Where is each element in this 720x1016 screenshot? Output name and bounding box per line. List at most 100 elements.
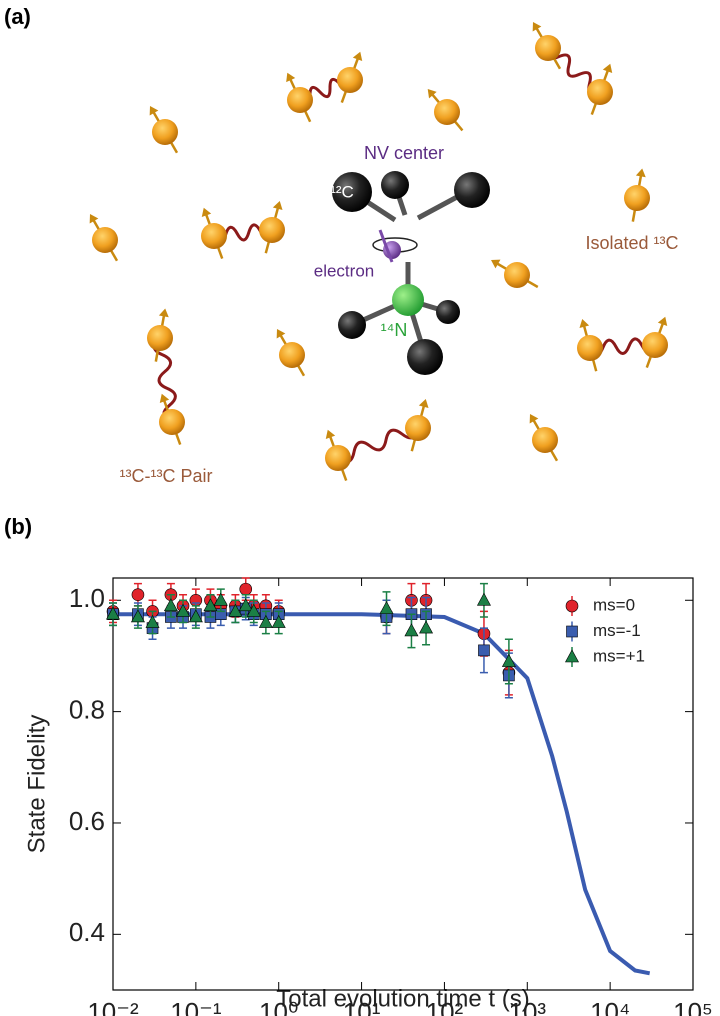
spin-arrowhead [149,106,159,116]
x-axis-label: Total evolution time t (s) [276,985,529,1012]
y-tick-label: 0.8 [69,694,105,724]
marker [404,623,419,637]
y-tick-label: 1.0 [69,583,105,613]
marker [478,644,490,657]
nitrogen-atom [392,284,424,316]
spin-arrowhead [158,308,169,318]
carbon13-spin [201,223,227,249]
spin-arrowhead [201,207,212,218]
marker [476,592,491,606]
spin-arrowhead [529,414,539,424]
spin-arrowhead [491,259,501,269]
marker [213,592,228,606]
carbon13-spin [532,427,558,453]
carbon13-spin [325,445,351,471]
x-tick-label: 10³ [508,997,546,1016]
carbon13-spin [92,227,118,253]
spin-arrowhead [532,22,542,32]
legend-label: ms=0 [593,595,635,614]
marker [105,606,121,620]
carbon-atom [338,311,366,339]
spin-arrowhead [89,214,99,224]
isolated-label: Isolated ¹³C [585,233,678,253]
carbon13-spin [159,409,185,435]
spin-arrowhead [427,89,437,99]
carbon13-spin [642,332,668,358]
marker [246,603,261,617]
nv-center-label: NV center [364,143,444,163]
y-axis-label: State Fidelity [23,715,50,854]
spin-arrowhead [286,72,296,83]
legend-marker [565,599,579,613]
legend-marker [564,649,580,663]
marker [419,620,434,634]
marker [203,598,218,612]
marker [258,614,273,628]
carbon13-spin [535,35,561,61]
carbon13-spin [279,342,305,368]
x-tick-label: 10² [426,997,464,1016]
carbon-atom [454,172,490,208]
carbon13-spin [259,217,285,243]
carbon13-spin [337,67,363,93]
panel-label: (a) [4,4,31,29]
spin-arrowhead [352,51,363,62]
carbon-atom [407,339,443,375]
marker [163,598,178,612]
carbon13-spin [147,325,173,351]
marker [145,614,160,628]
marker [188,609,203,623]
marker [239,582,253,596]
spin-arrowhead [325,429,336,440]
legend-label: ms=-1 [593,621,641,640]
carbon13-spin [287,87,313,113]
marker [228,603,243,617]
carbon13-spin [504,262,530,288]
pair-label: ¹³C-¹³C Pair [120,466,213,486]
carbon13-spin [624,185,650,211]
electron-arrow [378,229,394,263]
x-tick-label: 10⁻¹ [170,997,222,1016]
carbon-atom [332,172,372,212]
spin-arrowhead [418,399,429,409]
atom-label: ¹⁴N [381,320,408,340]
y-tick-label: 0.4 [69,917,105,947]
carbon-atom [436,300,460,324]
marker [501,653,516,667]
x-tick-label: 10¹ [343,997,381,1016]
spin-arrowhead [657,316,668,327]
spin-arrowhead [159,393,170,404]
x-tick-label: 10⁴ [590,997,630,1016]
panel-label: (b) [4,514,32,539]
marker [379,600,394,614]
x-tick-label: 10⁰ [259,997,298,1016]
y-tick-label: 0.6 [69,806,105,836]
fit-line [113,612,651,976]
nv-diagram: ¹²C ¹⁴N NV center electron Isolated ¹³C … [89,22,679,486]
spin-arrowhead [579,319,590,329]
x-tick-label: 10⁻² [87,997,139,1016]
carbon13-spin [434,99,460,125]
carbon13-spin [577,335,603,361]
marker [176,603,191,617]
marker [130,609,145,623]
x-tick-label: 10⁵ [673,997,713,1016]
legend-label: ms=+1 [593,646,645,665]
marker [238,598,253,612]
marker [271,614,286,628]
spin-arrowhead [276,329,286,339]
carbon13-spin [152,119,178,145]
plot-frame [112,577,694,991]
spin-arrowhead [635,168,646,178]
coupling [337,427,420,464]
legend-marker [566,625,578,638]
carbon-atom [381,171,409,199]
carbon13-spin [587,79,613,105]
carbon13-spin [405,415,431,441]
marker [131,588,145,602]
spin-arrowhead [602,63,613,74]
electron-spin [383,241,401,259]
spin-arrowhead [272,201,283,211]
